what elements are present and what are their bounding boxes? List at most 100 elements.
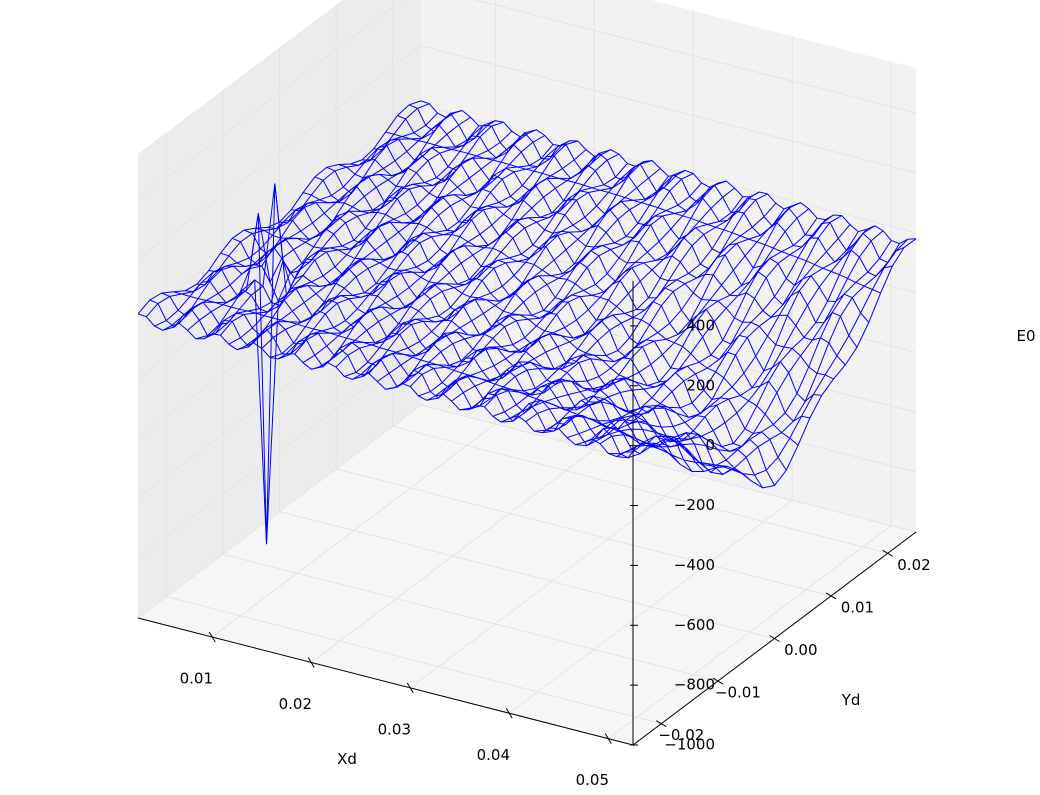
surface-line-y	[335, 153, 620, 368]
surface-line-y	[286, 140, 570, 355]
x-tick	[505, 707, 513, 719]
surface-line-y	[591, 225, 876, 448]
surface-line-y	[492, 202, 777, 417]
surface-line-y	[632, 238, 917, 489]
x-tick	[208, 631, 216, 643]
x-tick-label: 0.04	[477, 746, 510, 764]
surface-line-y	[393, 174, 678, 389]
y-tick-label: 0.01	[841, 598, 874, 616]
gridlines	[137, 0, 917, 740]
surface-line-y	[426, 186, 711, 401]
surface-line-y	[500, 208, 785, 423]
surface-line-y	[203, 125, 488, 340]
surface-line-y	[344, 163, 628, 377]
surface-line-y	[550, 214, 834, 429]
y-tick-label: 0.00	[784, 641, 817, 659]
y-tick-label: −0.01	[715, 684, 761, 702]
surface-line-y	[327, 149, 611, 364]
z-tick-label: 200	[686, 376, 715, 394]
back-gridline-z	[420, 45, 917, 174]
surface-line-y	[583, 229, 867, 443]
floor-gridline-y	[222, 553, 719, 682]
surface-line-y	[360, 161, 645, 375]
back-gridline-z	[420, 165, 917, 294]
y-axis-label: Yd	[841, 691, 861, 709]
surface-line-y	[352, 165, 636, 380]
left-gridline-z	[137, 344, 422, 559]
surface-line-y	[244, 132, 529, 347]
tick-marks	[208, 325, 893, 746]
floor-gridline-y	[279, 511, 775, 639]
surface-line-y	[278, 145, 562, 360]
surface-line-y	[624, 238, 909, 476]
surface-line-y	[575, 231, 859, 447]
back-gridline-z	[420, 404, 917, 533]
z-tick-label: −600	[674, 616, 715, 634]
surface-line-y	[170, 112, 455, 327]
left-gridline-z	[137, 284, 422, 499]
surface-line-y	[236, 136, 521, 351]
x-tick-label: 0.01	[180, 670, 213, 688]
left-gridline-z	[137, 105, 422, 320]
surface-line-y	[533, 217, 818, 432]
x-tick-label: 0.05	[576, 771, 609, 789]
surface-line-y	[162, 116, 447, 331]
surface-line-y	[187, 116, 471, 331]
z-tick-label: 400	[686, 316, 715, 334]
surface-line-y	[484, 193, 768, 408]
y-tick	[769, 635, 780, 642]
surface-line-y	[418, 182, 702, 397]
z-tick-label: −800	[674, 676, 715, 694]
surface-line-y	[385, 175, 669, 390]
surface-line-y	[154, 112, 438, 327]
x-tick	[604, 733, 612, 744]
surface-line-y	[368, 160, 653, 374]
y-tick-label: −0.02	[658, 726, 704, 744]
x-axis-label: Xd	[337, 750, 357, 768]
z-tick-label: −1000	[664, 736, 715, 754]
z-axis-label: E0	[1016, 327, 1035, 345]
x-tick-label: 0.02	[279, 695, 312, 713]
floor-gridline-y	[392, 425, 888, 554]
left-gridline-z	[137, 0, 404, 200]
surface-line-y	[434, 182, 719, 397]
surface-line-y	[269, 144, 554, 358]
surface-line-y	[211, 120, 496, 335]
surface-line-y	[228, 130, 513, 345]
back-gridline-z	[420, 105, 917, 234]
y-tick	[882, 549, 893, 557]
floor-gridline-y	[335, 468, 832, 597]
surface-line-y	[319, 153, 603, 368]
left-gridline-z	[137, 404, 422, 619]
y-tick	[825, 592, 837, 600]
surface-line-y	[467, 196, 752, 411]
wireframe-surface	[137, 100, 917, 545]
left-gridline-z	[137, 224, 422, 439]
tick-labels: 0.01 0.02 0.03 0.04 0.05 −0.02 −0.01 0.00 0.01 0.…	[180, 316, 931, 789]
z-tick-label: −400	[674, 556, 715, 574]
floor-gridline-y	[166, 596, 662, 725]
surface-line-y	[401, 169, 686, 384]
surface-line-y	[608, 240, 892, 467]
surface-line-y	[475, 191, 760, 406]
y-tick-label: 0.02	[897, 556, 930, 574]
x-tick-label: 0.03	[378, 720, 411, 738]
surface-line-y	[137, 100, 422, 315]
surface-line-y	[517, 202, 801, 417]
x-tick	[307, 657, 315, 668]
back-gridline-z	[420, 344, 917, 473]
surface-line-y	[377, 168, 661, 382]
surface-line-y	[558, 215, 843, 430]
z-tick-label: −200	[674, 496, 715, 514]
surface-line-y	[459, 196, 744, 411]
y-tick	[656, 720, 667, 728]
surface-line-y	[195, 125, 480, 545]
surface-line-y	[311, 155, 595, 370]
back-gridline-z	[473, 0, 917, 114]
left-gridline-z	[137, 45, 422, 260]
surface-line-y	[616, 243, 900, 476]
z-tick-label: 0	[705, 436, 715, 454]
x-tick	[406, 682, 414, 694]
surface-line-y	[261, 135, 546, 349]
